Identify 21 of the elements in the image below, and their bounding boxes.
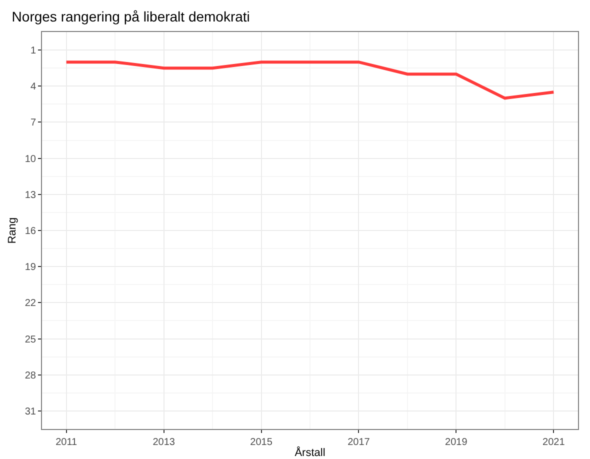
y-tick-label: 19 xyxy=(24,262,36,274)
x-tick-label: 2015 xyxy=(250,437,273,448)
line-series xyxy=(64,60,556,100)
y-tick-label: 22 xyxy=(24,298,36,310)
y-tick-label: 28 xyxy=(24,370,36,382)
y-tick-label: 7 xyxy=(30,118,36,129)
x-tick-label: 2017 xyxy=(348,437,370,448)
chart-title: Norges rangering på liberalt demokrati xyxy=(12,8,250,24)
y-tick-label: 13 xyxy=(24,190,36,201)
y-tick-label: 10 xyxy=(24,154,36,165)
x-tick-label: 2013 xyxy=(152,437,176,448)
x-tick-label: 2019 xyxy=(445,437,468,448)
x-tick-label: 2021 xyxy=(542,437,566,448)
y-tick-label: 1 xyxy=(30,46,36,57)
y-tick-label: 31 xyxy=(24,406,36,418)
x-axis-title: Årstall xyxy=(294,446,326,459)
y-tick-label: 4 xyxy=(30,82,36,93)
y-tick-label: 16 xyxy=(24,226,36,237)
y-tick-label: 25 xyxy=(24,334,36,346)
x-tick-label: 2011 xyxy=(56,437,78,448)
y-axis-title: Rang xyxy=(6,217,19,244)
